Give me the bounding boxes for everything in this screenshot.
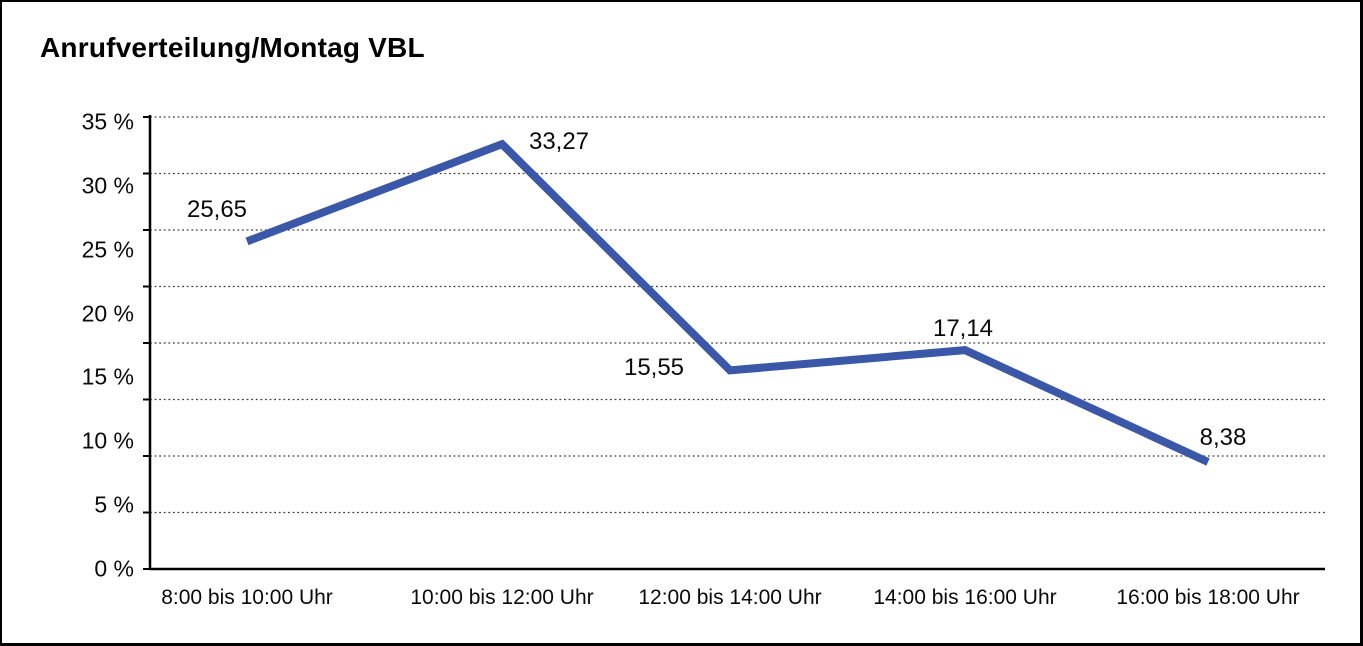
x-tick-label: 8:00 bis 10:00 Uhr — [161, 586, 333, 609]
data-point-label: 33,27 — [528, 128, 590, 156]
y-tick-label: 35 % — [81, 108, 134, 135]
data-point-label: 15,55 — [623, 354, 685, 382]
chart-title: Anrufverteilung/Montag VBL — [40, 32, 425, 63]
y-tick-label: 25 % — [81, 236, 134, 263]
y-tick-label: 15 % — [81, 363, 134, 390]
y-tick-label: 10 % — [81, 427, 134, 454]
y-tick-label: 5 % — [94, 491, 134, 518]
x-tick-label: 12:00 bis 14:00 Uhr — [638, 586, 822, 609]
y-tick-label: 20 % — [81, 300, 134, 327]
x-tick-label: 14:00 bis 16:00 Uhr — [873, 586, 1057, 609]
data-point-label: 25,65 — [186, 196, 248, 224]
y-tick-label: 30 % — [81, 172, 134, 199]
x-tick-label: 16:00 bis 18:00 Uhr — [1116, 586, 1300, 609]
x-tick-label: 10:00 bis 12:00 Uhr — [410, 586, 594, 609]
data-point-label: 17,14 — [932, 315, 994, 343]
y-tick-label: 0 % — [94, 555, 134, 582]
data-line — [245, 139, 1210, 466]
data-point-label: 8,38 — [1199, 423, 1247, 451]
